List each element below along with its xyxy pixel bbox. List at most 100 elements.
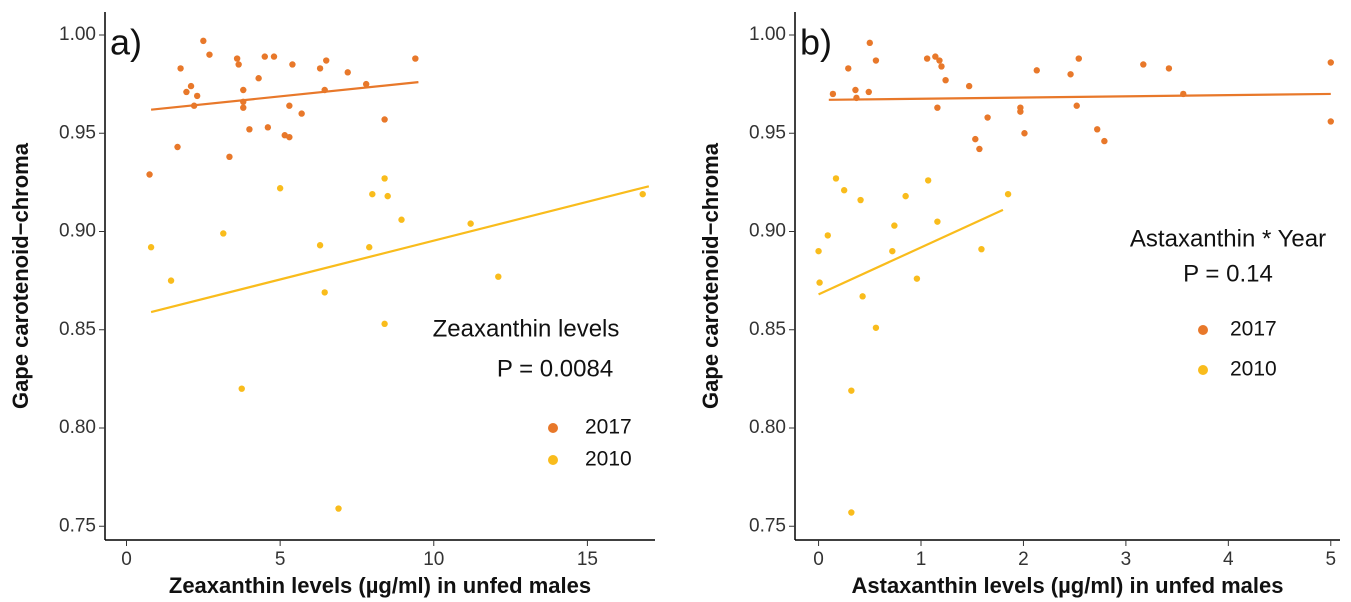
point: [398, 216, 405, 223]
point: [891, 222, 898, 229]
point: [200, 37, 207, 45]
point: [220, 230, 227, 237]
point: [323, 57, 330, 64]
y-tick-label: 0.95: [59, 122, 96, 143]
y-tick-label: 1.00: [749, 24, 786, 45]
point: [932, 53, 939, 60]
point: [174, 143, 181, 151]
annotation: Astaxanthin * Year: [1130, 225, 1326, 252]
point: [264, 124, 272, 131]
y-tick-label: 0.80: [59, 417, 96, 438]
point: [902, 192, 909, 200]
y-tick-label: 0.75: [749, 515, 786, 536]
point: [1165, 65, 1173, 72]
point: [913, 275, 921, 282]
point: [934, 218, 941, 225]
point: [1017, 108, 1024, 115]
point: [261, 53, 268, 60]
point: [177, 65, 184, 72]
annotation: P = 0.0084: [497, 355, 613, 382]
x-tick-label: 5: [1325, 549, 1336, 570]
point: [321, 289, 328, 296]
point: [270, 53, 278, 60]
point: [362, 80, 370, 88]
point: [226, 153, 233, 161]
point: [1094, 126, 1101, 133]
point: [859, 293, 866, 300]
legend-label: 2010: [585, 448, 632, 471]
legend-marker: [548, 423, 558, 433]
point: [1101, 137, 1108, 145]
y-tick-label: 0.85: [749, 319, 786, 340]
y-tick-label: 0.95: [749, 122, 786, 143]
point: [872, 57, 880, 64]
point: [187, 82, 195, 90]
point: [238, 385, 245, 392]
point: [316, 65, 324, 72]
point: [872, 324, 880, 331]
point: [381, 320, 388, 328]
point: [639, 190, 646, 198]
y-tick-label: 0.85: [59, 319, 96, 340]
point: [246, 126, 253, 133]
point: [384, 192, 391, 200]
point: [965, 82, 973, 90]
legend-marker: [1198, 325, 1208, 335]
point: [298, 110, 305, 117]
point: [938, 63, 945, 70]
y-tick-label: 0.90: [749, 221, 786, 242]
point: [978, 245, 985, 253]
x-tick-label: 1: [916, 549, 927, 570]
point: [276, 185, 284, 192]
legend-label: 2010: [1230, 358, 1277, 381]
point: [467, 220, 474, 227]
y-tick-label: 1.00: [59, 24, 96, 45]
point: [235, 61, 242, 68]
x-axis-title: Astaxanthin levels (µg/ml) in unfed male…: [852, 573, 1284, 598]
point: [344, 69, 351, 76]
annotation: P = 0.14: [1183, 260, 1273, 287]
point: [829, 90, 837, 98]
point: [889, 247, 896, 255]
point: [335, 505, 342, 512]
x-axis-title: Zeaxanthin levels (µg/ml) in unfed males: [169, 573, 591, 598]
point: [286, 102, 293, 109]
x-tick-label: 3: [1121, 549, 1132, 570]
point: [316, 242, 324, 249]
point: [233, 55, 241, 62]
fit-line: [828, 92, 1331, 101]
point: [240, 86, 247, 94]
point: [167, 277, 175, 284]
point: [936, 57, 943, 64]
point: [984, 114, 991, 121]
point: [923, 55, 931, 62]
point: [412, 55, 419, 62]
x-tick-label: 4: [1223, 549, 1234, 570]
point: [942, 76, 949, 84]
point: [183, 88, 190, 96]
legend-label: 2017: [585, 416, 632, 439]
point: [366, 244, 373, 251]
point: [824, 232, 831, 239]
x-tick-label: 0: [121, 549, 132, 570]
fit-line: [150, 81, 419, 111]
point: [815, 247, 822, 255]
point: [924, 177, 932, 184]
point: [852, 86, 859, 94]
y-tick-label: 0.75: [59, 515, 96, 536]
point: [289, 61, 296, 68]
x-tick-label: 15: [577, 549, 598, 570]
legend-label: 2017: [1230, 318, 1277, 341]
fit-line: [818, 208, 1004, 296]
x-tick-label: 0: [813, 549, 824, 570]
point: [255, 75, 262, 82]
point: [369, 190, 376, 198]
point: [146, 171, 153, 178]
point: [147, 244, 155, 251]
fit-line: [150, 185, 650, 314]
point: [865, 88, 872, 96]
x-tick-label: 5: [275, 549, 286, 570]
point: [1004, 190, 1012, 198]
point: [286, 133, 293, 141]
